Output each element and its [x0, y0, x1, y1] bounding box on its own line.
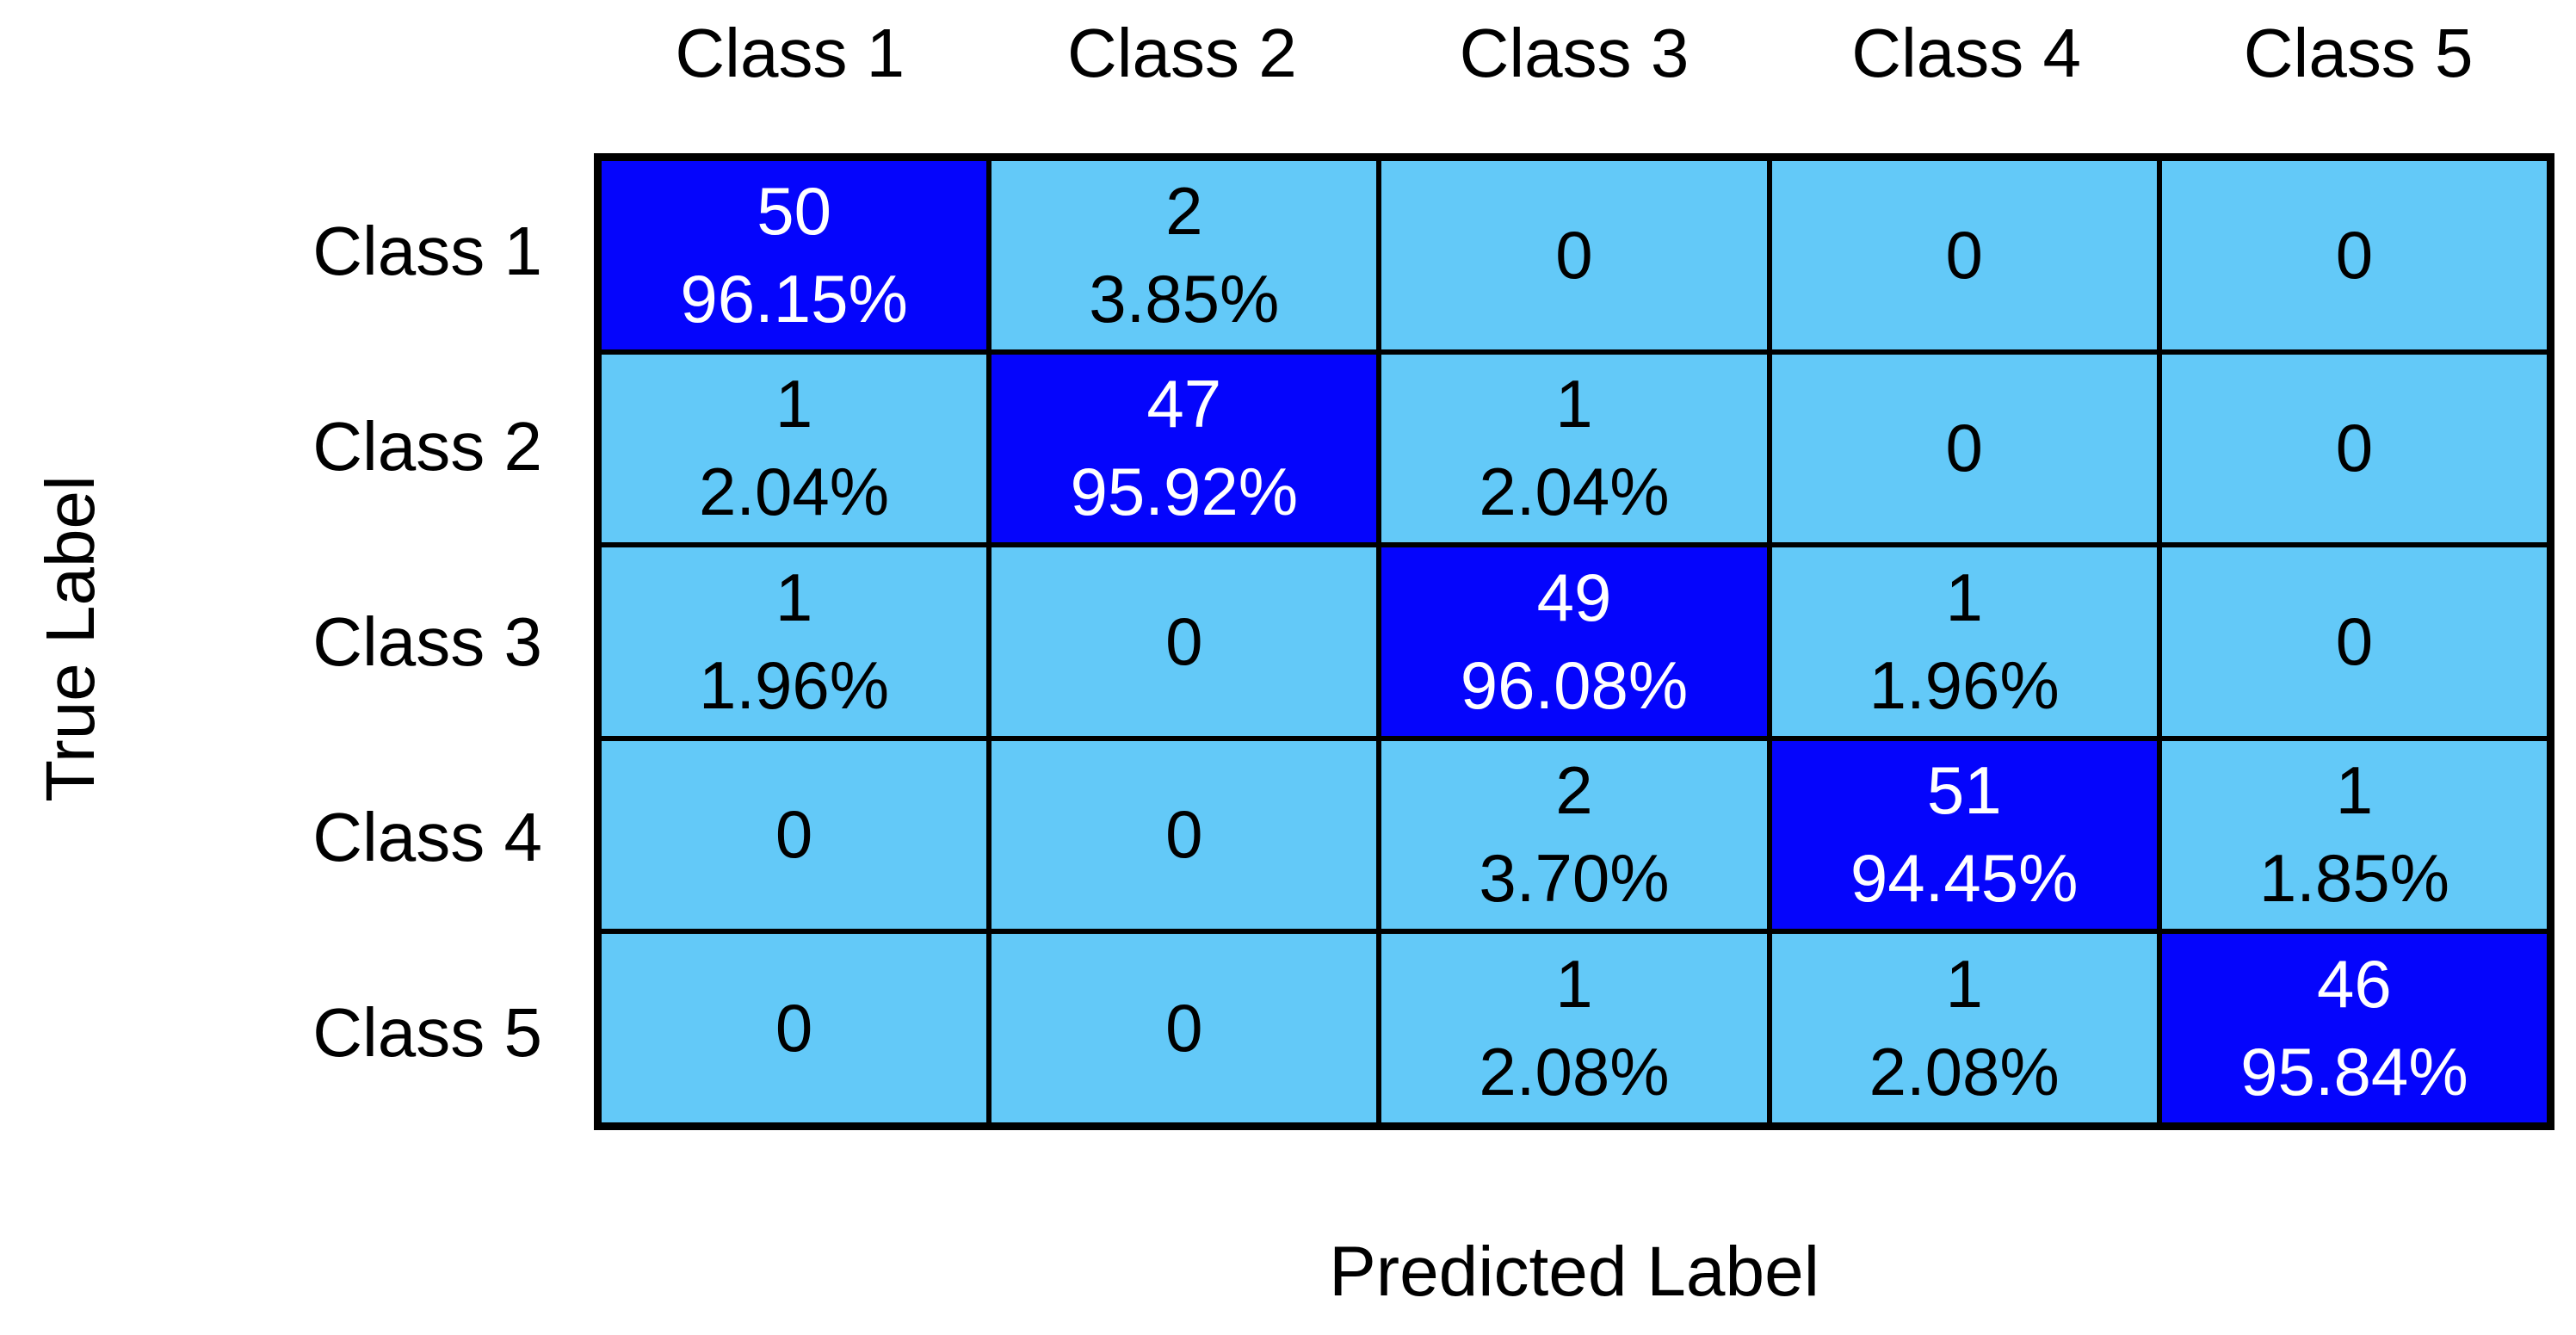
matrix-grid: 50 96.15% 2 3.85% 0 0 0 1 2.04% 47 95.92…: [594, 153, 2554, 1130]
matrix-cell-r5c2: 0: [991, 934, 1377, 1122]
matrix-cell-r2c3: 1 2.04%: [1381, 354, 1767, 543]
col-header-class-2: Class 2: [1067, 15, 1297, 91]
row-label-class-5: Class 5: [312, 993, 542, 1071]
col-header-class-4: Class 4: [1851, 15, 2081, 91]
cell-count: 0: [1945, 216, 1983, 293]
cell-count: 1: [1555, 366, 1593, 442]
matrix-cell-r2c1: 1 2.04%: [602, 354, 987, 543]
matrix-cell-r2c5: 0: [2161, 354, 2547, 543]
cell-count: 1: [775, 559, 813, 635]
cell-count: 1: [1945, 559, 1983, 635]
matrix-cell-r1c3: 0: [1381, 161, 1767, 349]
cell-percent: 2.08%: [1869, 1034, 2060, 1109]
column-headers: Class 1 Class 2 Class 3 Class 4 Class 5: [594, 5, 2554, 102]
matrix-cell-r4c1: 0: [602, 740, 987, 930]
cell-count: 0: [775, 990, 813, 1066]
row-label-class-1: Class 1: [312, 212, 542, 289]
cell-count: 0: [775, 796, 813, 873]
cell-count: 0: [2335, 216, 2374, 293]
cell-count: 0: [1165, 796, 1203, 873]
cell-percent: 3.85%: [1089, 260, 1280, 337]
matrix-cell-r1c5: 0: [2161, 161, 2547, 349]
row-label-class-3: Class 3: [312, 603, 542, 680]
matrix-cell-r3c1: 1 1.96%: [602, 547, 987, 736]
matrix-cell-r2c2: 47 95.92%: [991, 354, 1377, 543]
matrix-cell-r1c2: 2 3.85%: [991, 161, 1377, 349]
matrix-cell-r5c3: 1 2.08%: [1381, 934, 1767, 1122]
cell-percent: 96.08%: [1460, 646, 1689, 723]
cell-percent: 2.08%: [1479, 1034, 1670, 1109]
cell-count: 2: [1165, 172, 1203, 249]
cell-count: 1: [1945, 946, 1983, 1023]
matrix-cell-r4c5: 1 1.85%: [2161, 740, 2547, 930]
cell-count: 0: [1165, 990, 1203, 1066]
cell-count: 49: [1536, 559, 1612, 635]
matrix-cell-r5c1: 0: [602, 934, 987, 1122]
col-header-class-1: Class 1: [675, 15, 905, 91]
matrix-cell-r3c5: 0: [2161, 547, 2547, 736]
matrix-cell-r4c4: 51 94.45%: [1771, 740, 2157, 930]
cell-count: 51: [1926, 752, 2002, 829]
matrix-cell-r3c2: 0: [991, 547, 1377, 736]
cell-percent: 94.45%: [1850, 840, 2079, 917]
cell-percent: 3.70%: [1479, 840, 1670, 917]
cell-count: 0: [1165, 603, 1203, 679]
cell-count: 1: [1555, 946, 1593, 1023]
matrix-cell-r5c5: 46 95.84%: [2161, 934, 2547, 1122]
row-label-class-2: Class 2: [312, 407, 542, 485]
col-header-class-5: Class 5: [2243, 15, 2474, 91]
matrix-cell-r4c3: 2 3.70%: [1381, 740, 1767, 930]
matrix-cell-r2c4: 0: [1771, 354, 2157, 543]
col-header-class-3: Class 3: [1459, 15, 1690, 91]
cell-count: 0: [1945, 410, 1983, 486]
matrix-cell-r4c2: 0: [991, 740, 1377, 930]
matrix-cell-r3c4: 1 1.96%: [1771, 547, 2157, 736]
cell-percent: 2.04%: [1479, 454, 1670, 530]
cell-percent: 95.84%: [2240, 1034, 2468, 1109]
cell-count: 1: [2335, 752, 2374, 829]
cell-percent: 2.04%: [699, 454, 890, 530]
row-label-class-4: Class 4: [312, 798, 542, 875]
cell-count: 0: [2335, 410, 2374, 486]
cell-count: 47: [1146, 366, 1222, 442]
cell-percent: 96.15%: [680, 260, 908, 337]
cell-count: 2: [1555, 752, 1593, 829]
cell-count: 0: [1555, 216, 1593, 293]
y-axis-label: True Label: [32, 475, 108, 802]
matrix-cell-r5c4: 1 2.08%: [1771, 934, 2157, 1122]
cell-percent: 1.96%: [699, 646, 890, 723]
cell-count: 50: [757, 172, 831, 249]
cell-count: 46: [2317, 946, 2392, 1023]
cell-count: 0: [2335, 603, 2374, 679]
cell-count: 1: [775, 366, 813, 442]
row-labels: Class 1 Class 2 Class 3 Class 4 Class 5: [129, 153, 542, 1130]
x-axis-label: Predicted Label: [1329, 1233, 1819, 1311]
matrix-cell-r1c4: 0: [1771, 161, 2157, 349]
cell-percent: 1.85%: [2258, 840, 2449, 917]
cell-percent: 95.92%: [1070, 454, 1299, 530]
matrix-cell-r1c1: 50 96.15%: [602, 161, 987, 349]
cell-percent: 1.96%: [1869, 646, 2060, 723]
matrix-cell-r3c3: 49 96.08%: [1381, 547, 1767, 736]
